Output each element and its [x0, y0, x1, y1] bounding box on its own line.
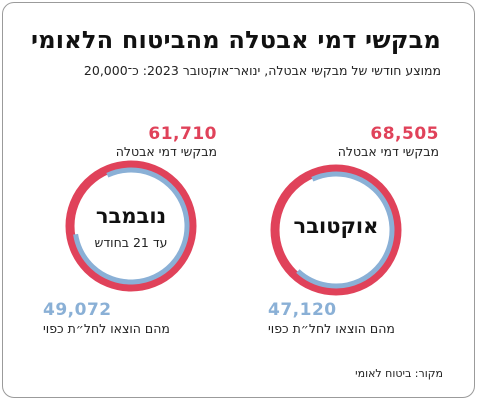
- october-applicants-value: 68,505: [370, 124, 439, 144]
- november-month-label: נובמבר: [95, 204, 167, 228]
- chart-subtitle: ממוצע חודשי של מבקשי אבטלה, ינואר־אוקטוב…: [83, 63, 441, 78]
- chart-title: מבקשי דמי אבטלה מהביטוח הלאומי: [30, 26, 441, 54]
- november-applicants-label: מבקשי דמי אבטלה: [115, 144, 217, 159]
- october-claimed-value: 47,120: [268, 300, 337, 320]
- november-claimed-label: מהם הוצאו לחל״ת כפוי: [43, 321, 170, 336]
- october-applicants-ring: [270, 164, 402, 296]
- october-claimed-label: מהם הוצאו לחל״ת כפוי: [268, 321, 395, 336]
- source-note: מקור: ביטוח לאומי: [355, 367, 443, 380]
- november-claimed-ring: [72, 167, 190, 285]
- october-claimed-ring: [277, 171, 395, 289]
- chart-frame: [2, 2, 475, 398]
- november-note: עד 21 בחודש: [94, 235, 168, 250]
- october-month-label: אוקטובר: [293, 214, 379, 238]
- november-applicants-ring: [65, 160, 197, 292]
- october-applicants-label: מבקשי דמי אבטלה: [337, 144, 439, 159]
- november-claimed-value: 49,072: [43, 300, 112, 320]
- november-applicants-value: 61,710: [148, 124, 217, 144]
